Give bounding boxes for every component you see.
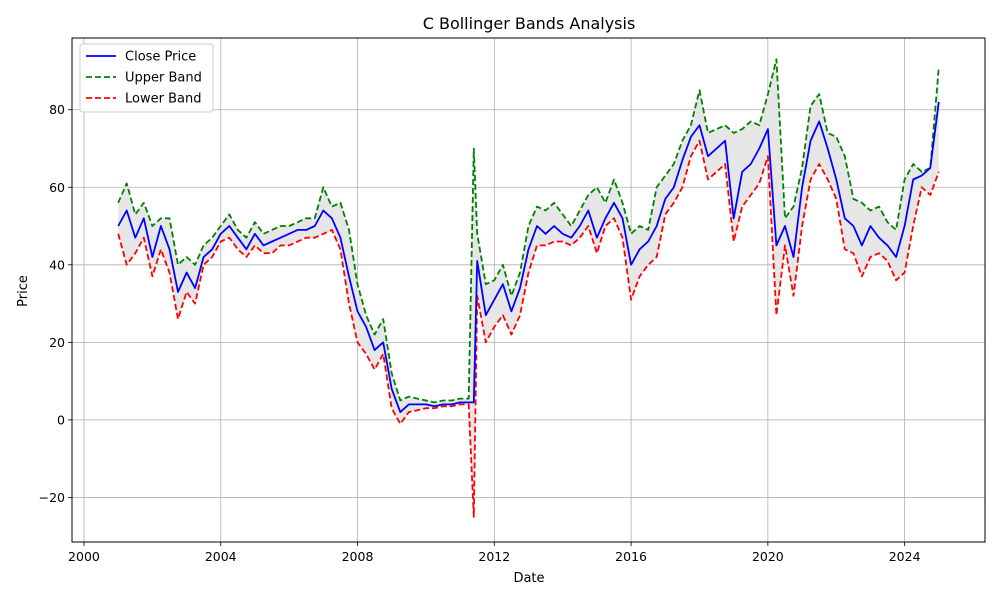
legend-label: Close Price [125, 50, 196, 65]
legend-label: Upper Band [125, 71, 202, 86]
x-tick-label: 2004 [205, 549, 237, 564]
x-tick-label: 2024 [889, 549, 921, 564]
x-tick-label: 2012 [478, 549, 510, 564]
legend-label: Lower Band [125, 92, 201, 107]
x-tick-label: 2020 [752, 549, 784, 564]
y-tick-label: 80 [49, 102, 65, 117]
axes-background [72, 38, 985, 542]
y-tick-label: 0 [57, 412, 65, 427]
y-tick-label: −20 [39, 490, 65, 505]
chart-title: C Bollinger Bands Analysis [423, 14, 636, 33]
legend-box [79, 43, 214, 113]
y-axis-label: Price [16, 275, 31, 307]
x-tick-label: 2000 [68, 549, 100, 564]
band-fill [118, 59, 939, 517]
y-tick-label: 20 [49, 335, 65, 350]
lower-band-line [117, 139, 940, 518]
y-tick-label: 40 [49, 257, 65, 272]
legend: Close Price Upper Band Lower Band [79, 43, 214, 113]
upper-band-line [117, 58, 940, 404]
axes-frame [71, 37, 986, 543]
plot-area [71, 37, 986, 543]
y-axis-ticks: −20 0 20 40 60 80 [39, 102, 72, 505]
x-tick-label: 2008 [342, 549, 374, 564]
x-axis-ticks: 2000 2004 2008 2012 2016 2020 2024 [68, 542, 921, 564]
series-lines [117, 58, 940, 518]
y-tick-label: 60 [49, 180, 65, 195]
x-axis-label: Date [513, 571, 544, 586]
band-area [118, 59, 939, 517]
close-price-line [117, 101, 940, 414]
x-tick-label: 2016 [615, 549, 647, 564]
